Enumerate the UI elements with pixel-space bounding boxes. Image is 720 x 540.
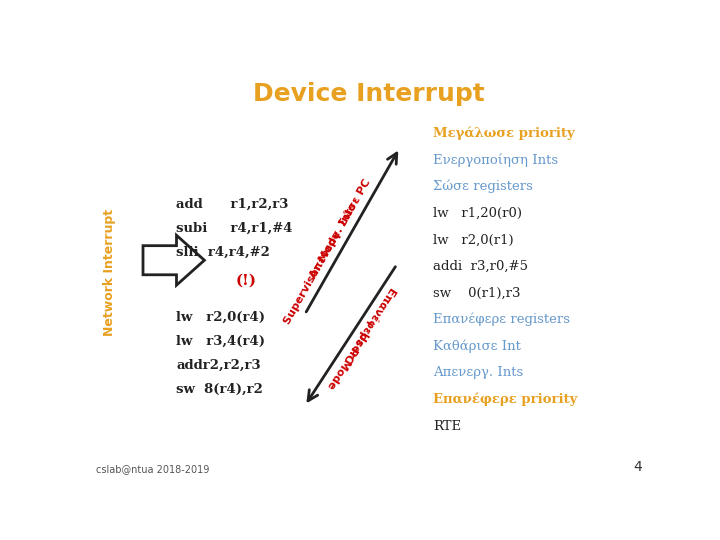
Text: lw   r2,0(r4): lw r2,0(r4) <box>176 310 266 323</box>
Text: Network Interrupt: Network Interrupt <box>103 209 116 336</box>
Text: lw   r1,20(r0): lw r1,20(r0) <box>433 207 522 220</box>
Text: Απενεργ. Ints: Απενεργ. Ints <box>433 367 523 380</box>
Text: sw    0(r1),r3: sw 0(r1),r3 <box>433 287 521 300</box>
Text: Επανέφερε priority: Επανέφερε priority <box>433 393 577 406</box>
Text: Supervisor Mode: Supervisor Mode <box>282 229 343 326</box>
Text: slli  r4,r4,#2: slli r4,r4,#2 <box>176 246 271 259</box>
Text: Ενεργοποίηση Ints: Ενεργοποίηση Ints <box>433 153 558 167</box>
Text: cslab@ntua 2018-2019: cslab@ntua 2018-2019 <box>96 464 209 474</box>
Text: Επανέφερε registers: Επανέφερε registers <box>433 313 570 327</box>
Text: lw   r3,4(r4): lw r3,4(r4) <box>176 335 266 348</box>
Text: 4: 4 <box>634 461 642 474</box>
Text: Απενεργ. Ints: Απενεργ. Ints <box>308 201 359 280</box>
Text: User Mode: User Mode <box>325 329 369 390</box>
Text: addr2,r2,r3: addr2,r2,r3 <box>176 359 261 372</box>
Text: Μεγάλωσε priority: Μεγάλωσε priority <box>433 127 575 140</box>
Text: Device Interrupt: Device Interrupt <box>253 82 485 106</box>
Text: Σώσε registers: Σώσε registers <box>433 180 533 193</box>
Text: lw   r2,0(r1): lw r2,0(r1) <box>433 233 514 246</box>
Text: Επανέφερε PC: Επανέφερε PC <box>342 285 398 364</box>
Text: addi  r3,r0,#5: addi r3,r0,#5 <box>433 260 528 273</box>
Text: (!): (!) <box>235 274 257 288</box>
Polygon shape <box>143 235 204 285</box>
Text: subi     r4,r1,#4: subi r4,r1,#4 <box>176 222 293 235</box>
Text: Σώσε PC: Σώσε PC <box>338 177 372 228</box>
Text: add      r1,r2,r3: add r1,r2,r3 <box>176 198 289 211</box>
Text: sw  8(r4),r2: sw 8(r4),r2 <box>176 383 264 396</box>
Text: RTE: RTE <box>433 420 462 433</box>
Text: Καθάρισε Int: Καθάρισε Int <box>433 340 521 353</box>
